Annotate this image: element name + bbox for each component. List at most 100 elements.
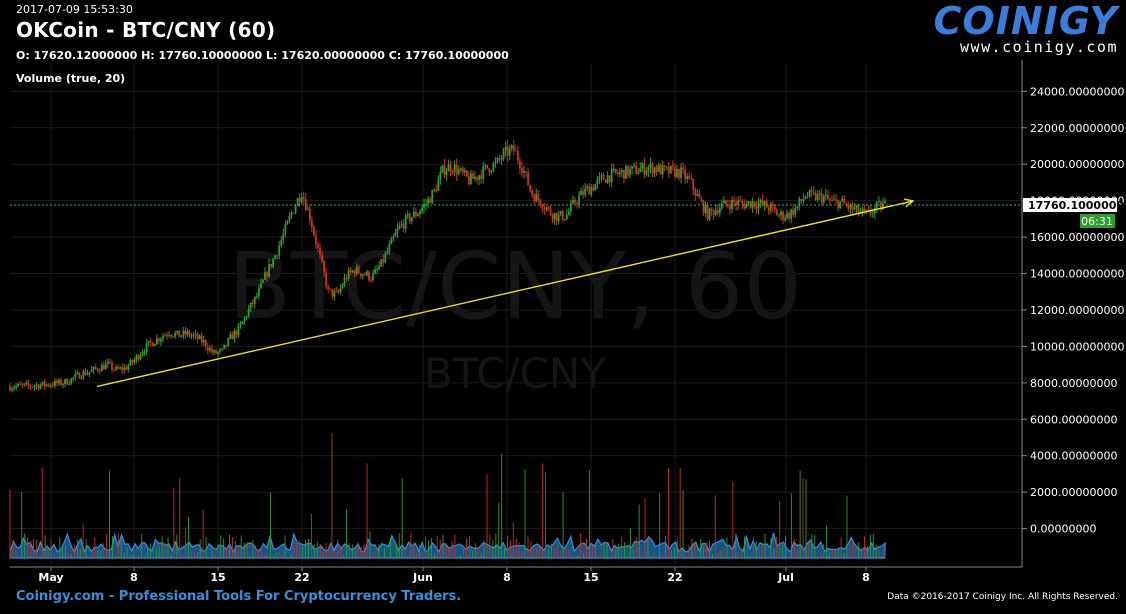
candle-body [257, 288, 260, 297]
candle-body [272, 258, 275, 267]
candle-body [835, 199, 837, 201]
candle-body [404, 215, 407, 229]
candle-body [618, 172, 621, 175]
candle-body [674, 166, 676, 177]
time-tick-label: May [38, 571, 63, 584]
candle-body [741, 201, 744, 204]
candle-body [306, 208, 309, 211]
candle-body [718, 208, 721, 214]
candle-body [780, 211, 782, 216]
ohlc-readout: O: 17620.12000000 H: 17760.10000000 L: 1… [16, 49, 509, 62]
candle-body [325, 272, 328, 287]
candle-body [153, 344, 156, 346]
candle-body [264, 272, 266, 280]
candle-body [798, 199, 801, 207]
candle-body [17, 383, 20, 387]
candle-body [759, 199, 762, 204]
candle-body [623, 169, 625, 179]
candle-body [390, 238, 393, 245]
candle-body [359, 273, 362, 277]
candle-body [35, 384, 38, 387]
candle-body [290, 212, 293, 217]
price-tick-label: 4000.00000000 [1030, 450, 1117, 463]
candle-body [25, 382, 28, 384]
candle-body [676, 169, 678, 177]
candle-body [602, 175, 605, 180]
candle-body [137, 355, 140, 360]
candle-body [771, 204, 774, 207]
candle-body [74, 373, 77, 378]
candle-body [402, 223, 405, 229]
candle-body [329, 288, 332, 290]
candle-body [502, 150, 505, 159]
footer-tagline[interactable]: Coinigy.com - Professional Tools For Cry… [16, 589, 462, 604]
candle-body [123, 367, 126, 371]
candle-body [725, 200, 727, 205]
candle-body [822, 196, 825, 203]
candle-body [247, 308, 250, 317]
candle-body [461, 168, 464, 173]
candle-body [225, 344, 228, 347]
candle-body [669, 165, 672, 174]
candle-body [13, 387, 15, 389]
candle-body [233, 330, 236, 340]
candle-body [239, 324, 242, 326]
candle-body [353, 270, 356, 274]
volume-indicator-label[interactable]: Volume (true, 20) [16, 72, 126, 85]
candle-body [368, 271, 370, 280]
time-tick-label: 15 [210, 571, 225, 584]
candle-body [206, 346, 209, 351]
candle-body [794, 207, 797, 215]
candle-body [435, 189, 438, 191]
candle-body [190, 335, 193, 337]
candle-body [437, 179, 440, 191]
candle-body [96, 368, 99, 371]
candle-body [310, 220, 313, 228]
candle-body [496, 157, 499, 162]
candle-body [82, 371, 85, 378]
candle-body [555, 213, 558, 222]
candle-body [775, 209, 778, 216]
candle-body [151, 342, 154, 346]
candle-body [733, 199, 735, 203]
candle-body [871, 213, 874, 215]
chart-title: OKCoin - BTC/CNY (60) [16, 18, 276, 42]
candle-body [378, 266, 381, 269]
candle-body [58, 379, 60, 384]
coinigy-logo[interactable]: COINIGY www.coinigy.com [934, 0, 1118, 56]
candle-body [298, 198, 301, 202]
candle-series [9, 139, 886, 393]
countdown-bg [1080, 214, 1115, 229]
candle-body [155, 338, 158, 345]
trendline[interactable] [96, 198, 915, 388]
candle-body [765, 201, 768, 208]
candle-body [339, 287, 342, 292]
trendline-arrowhead [904, 198, 915, 208]
candle-body [584, 188, 587, 195]
candle-body [802, 198, 805, 202]
candle-body [255, 296, 258, 298]
candle-body [164, 335, 166, 337]
candle-body [170, 334, 173, 337]
candle-body [109, 361, 111, 363]
candle-body [508, 148, 511, 156]
candle-body [160, 339, 162, 342]
candle-body [704, 204, 707, 214]
candle-body [565, 215, 568, 220]
candle-body [814, 192, 817, 201]
candle-body [392, 236, 395, 239]
candle-body [370, 279, 372, 281]
candle-body [147, 340, 150, 344]
candle-body [406, 213, 409, 216]
candle-body [810, 190, 813, 192]
candle-body [527, 172, 529, 186]
candle-body [463, 170, 466, 173]
candle-body [231, 334, 234, 340]
candle-body [588, 186, 591, 195]
candle-body [361, 274, 364, 277]
candle-body [627, 165, 629, 176]
candle-body [29, 385, 32, 387]
price-tick-label: 6000.00000000 [1030, 413, 1117, 426]
candle-body [608, 175, 611, 183]
